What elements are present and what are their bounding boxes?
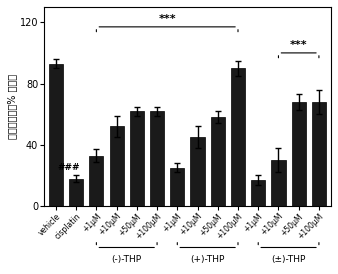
Text: ***: *** xyxy=(290,40,308,50)
Bar xyxy=(231,68,245,206)
Bar xyxy=(130,111,144,206)
Bar xyxy=(190,137,204,206)
Bar xyxy=(89,156,103,206)
Y-axis label: 细胞存活率（% 对照）: 细胞存活率（% 对照） xyxy=(7,74,17,139)
Bar xyxy=(271,160,286,206)
Text: (±)-THP: (±)-THP xyxy=(271,255,306,264)
Text: ***: *** xyxy=(159,14,176,24)
Bar xyxy=(251,180,265,206)
Text: (-)-THP: (-)-THP xyxy=(112,255,142,264)
Text: ###: ### xyxy=(57,163,80,172)
Bar xyxy=(312,102,326,206)
Bar xyxy=(49,64,63,206)
Bar xyxy=(292,102,306,206)
Bar xyxy=(110,126,124,206)
Bar xyxy=(211,117,225,206)
Bar xyxy=(170,168,185,206)
Bar xyxy=(69,179,83,206)
Bar xyxy=(150,111,164,206)
Text: (+)-THP: (+)-THP xyxy=(190,255,225,264)
